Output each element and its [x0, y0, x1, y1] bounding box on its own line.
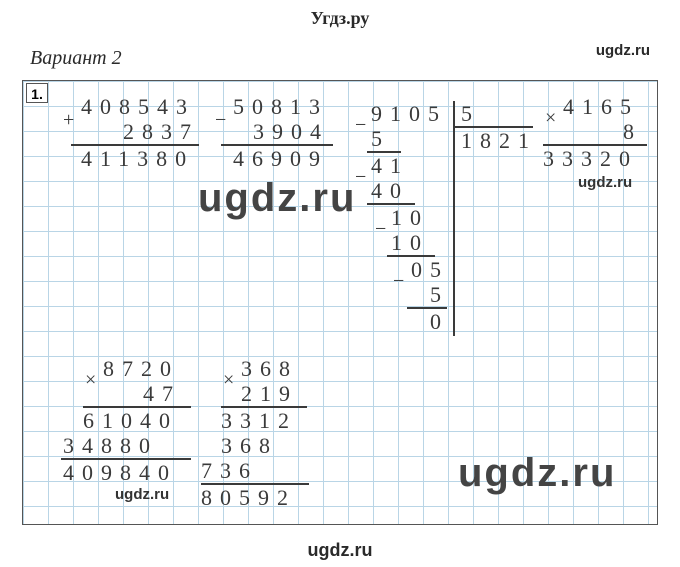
mul3-product: 80592	[201, 485, 296, 510]
watermark-center-1: ugdz.ru	[198, 176, 356, 221]
minus-icon-3: −	[355, 166, 366, 189]
add1-sum: 411380	[81, 146, 194, 171]
div1-dividend: 9105	[371, 101, 447, 126]
mul3-partial2: 368	[221, 433, 278, 458]
math-grid: 1. 408543 + 2837 411380 50813 − 3904 469…	[22, 80, 658, 525]
times-icon-2: ×	[85, 369, 96, 392]
problem-number: 1.	[26, 83, 48, 103]
minus-icon-4: −	[375, 218, 386, 241]
mul2-top: 8720	[103, 356, 179, 381]
minus-icon: −	[215, 109, 226, 132]
div1-step1: 5	[371, 126, 390, 151]
times-icon: ×	[545, 107, 556, 130]
div1-step4: 10	[391, 205, 429, 230]
div1-quotient: 1821	[461, 128, 537, 153]
mul1-top: 4165	[563, 94, 639, 119]
add1-bottom: 2837	[123, 119, 199, 144]
mul3-partial1: 3312	[221, 408, 297, 433]
sub1-bottom: 3904	[253, 119, 329, 144]
watermark-top-right: ugdz.ru	[596, 42, 650, 59]
plus-icon: +	[63, 109, 74, 132]
mul2-partial1: 61040	[83, 408, 178, 433]
add1-top: 408543	[81, 94, 195, 119]
mul2-bottom: 47	[143, 381, 181, 406]
site-header: Угдз.ру	[0, 0, 680, 29]
sub1-top: 50813	[233, 94, 328, 119]
times-icon-3: ×	[223, 369, 234, 392]
watermark-center-2: ugdz.ru	[458, 451, 616, 496]
minus-icon-5: −	[393, 270, 404, 293]
mul3-partial3: 736	[201, 458, 258, 483]
div1-vline	[453, 101, 455, 146]
watermark-left-1: ugdz.ru	[115, 486, 169, 503]
div1-step6: 05	[411, 257, 449, 282]
mul2-product: 409840	[63, 460, 177, 485]
footer-watermark: ugdz.ru	[0, 540, 680, 561]
mul2-partial2: 34880	[63, 433, 158, 458]
mul3-top: 368	[241, 356, 298, 381]
div1-step7: 5	[430, 282, 449, 307]
mul1-bottom: 8	[623, 119, 642, 144]
div1-vline2	[453, 146, 455, 336]
div1-step3: 40	[371, 178, 409, 203]
sub1-diff: 46909	[233, 146, 328, 171]
minus-icon-2: −	[355, 114, 366, 137]
variant-label: Вариант 2	[0, 29, 680, 70]
div1-step5: 10	[391, 230, 429, 255]
div1-step2: 41	[371, 153, 409, 178]
div1-step8: 0	[430, 309, 449, 334]
watermark-right-1: ugdz.ru	[578, 174, 632, 191]
mul1-product: 33320	[543, 146, 638, 171]
mul3-bottom: 219	[241, 381, 298, 406]
div1-divisor: 5	[461, 101, 480, 126]
